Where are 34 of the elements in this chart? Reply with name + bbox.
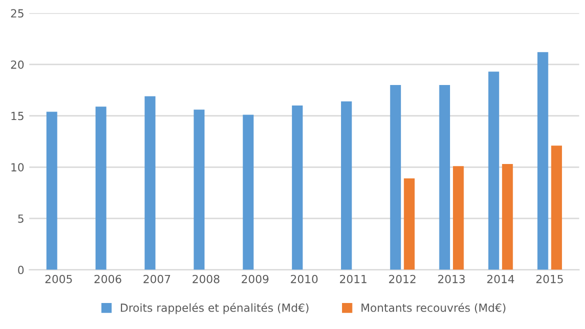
bar [46, 112, 58, 270]
y-tick-label: 10 [11, 163, 24, 172]
x-tick-label: 2007 [144, 274, 170, 284]
bar [390, 85, 401, 270]
x-tick-label: 2015 [536, 274, 563, 284]
x-tick-label: 2008 [192, 274, 220, 284]
y-tick-label: 25 [11, 9, 24, 18]
legend-label: Droits rappelés et pénalités (Md€) [120, 302, 308, 314]
x-tick-label: 2012 [389, 274, 416, 284]
bar [551, 146, 562, 270]
bar [502, 164, 513, 270]
y-tick-label: 5 [18, 214, 24, 223]
x-tick-label: 2010 [290, 274, 318, 284]
legend-label: Montants recouvrés (Md€) [362, 302, 506, 314]
bar [404, 178, 415, 270]
x-tick-label: 2014 [487, 274, 514, 284]
x-tick-label: 2005 [45, 274, 72, 284]
bar [292, 106, 303, 270]
bar [96, 106, 106, 270]
bar [242, 114, 254, 270]
bar [439, 85, 450, 270]
y-tick-label: 0 [18, 266, 24, 274]
bar [341, 101, 352, 270]
bar [194, 110, 205, 270]
x-tick-label: 2009 [242, 274, 268, 284]
bar [144, 96, 156, 270]
x-tick-label: 2006 [94, 274, 122, 284]
x-tick-label: 2013 [438, 274, 465, 284]
bar [537, 52, 548, 270]
x-tick-label: 2011 [340, 274, 366, 284]
y-tick-label: 20 [11, 60, 24, 69]
bar [488, 72, 500, 270]
bar [452, 166, 464, 270]
y-tick-label: 15 [11, 112, 24, 120]
